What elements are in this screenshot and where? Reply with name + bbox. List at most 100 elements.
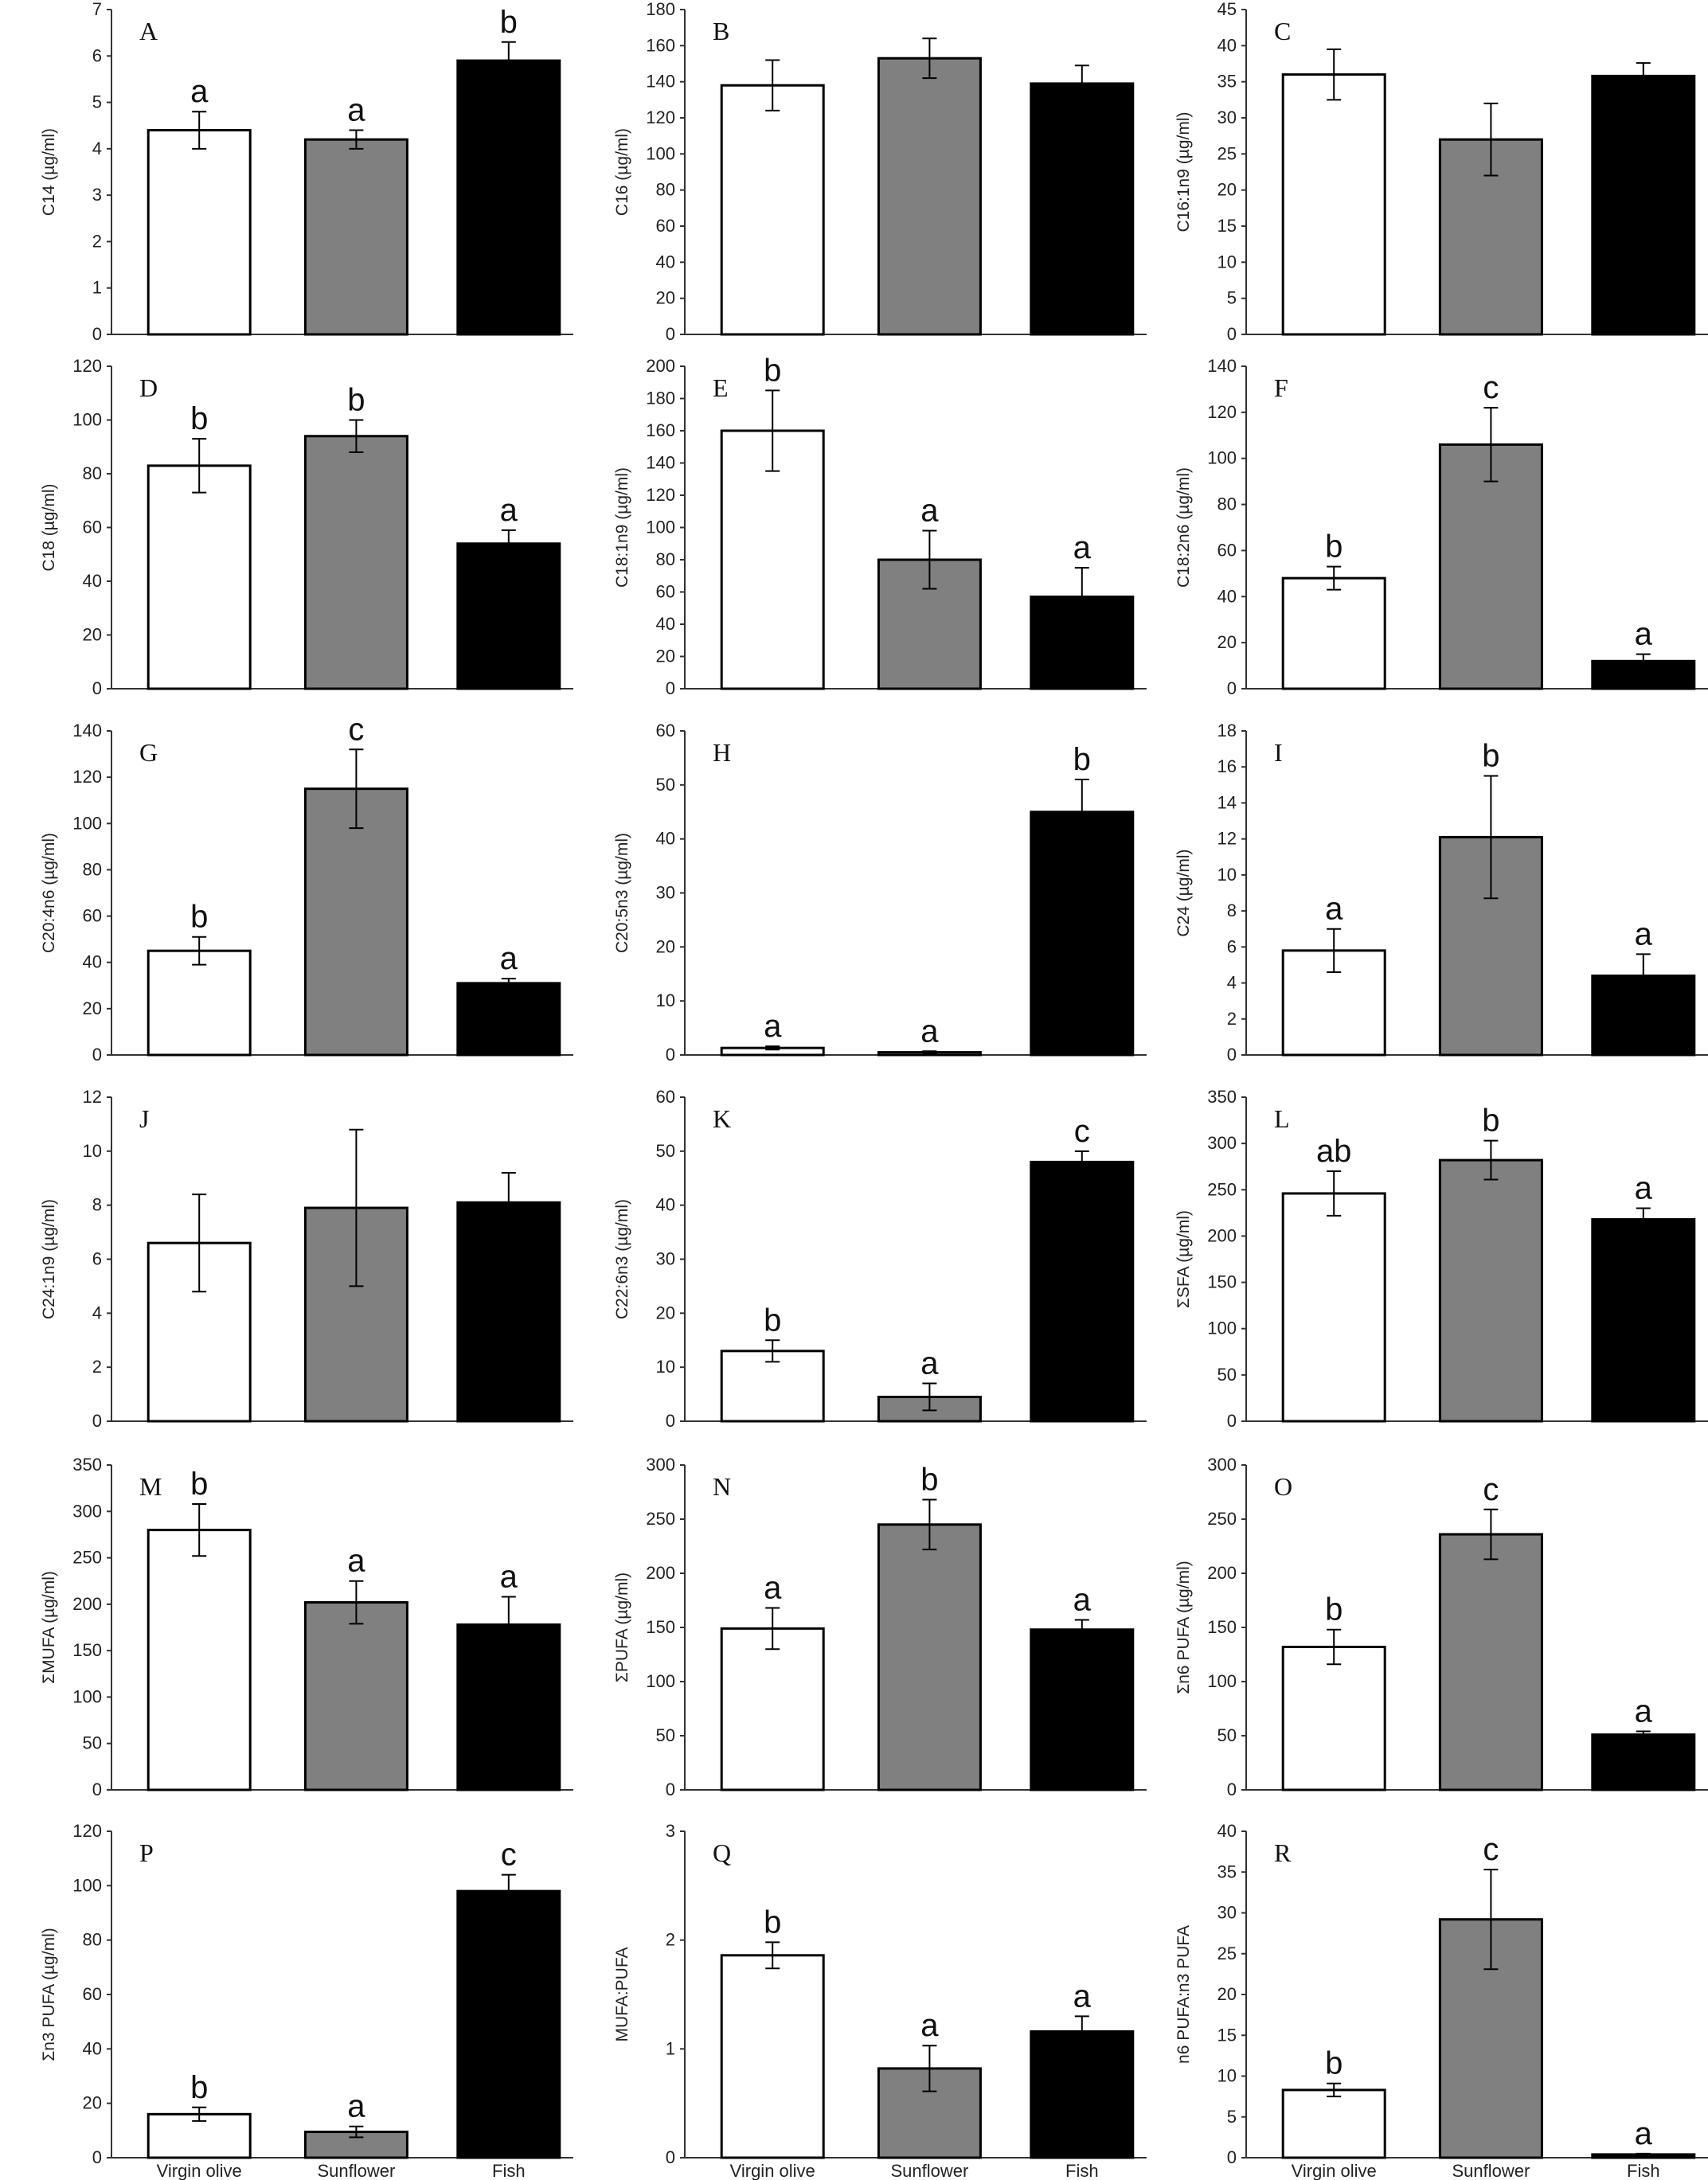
significance-letter: b xyxy=(190,401,208,436)
y-tick-label: 40 xyxy=(1217,35,1237,55)
y-tick-label: 16 xyxy=(1217,756,1237,776)
panel-letter: L xyxy=(1274,1104,1290,1133)
bar xyxy=(1281,73,1386,336)
y-tick-label: 40 xyxy=(83,2038,102,2058)
panel-letter: O xyxy=(1274,1472,1292,1501)
y-tick-label: 2 xyxy=(1227,1009,1237,1029)
significance-letter: b xyxy=(190,1467,208,1502)
y-tick-label: 50 xyxy=(656,1141,675,1161)
significance-letter: a xyxy=(347,1544,365,1579)
y-tick-label: 0 xyxy=(1227,324,1237,344)
y-tick-label: 100 xyxy=(72,1686,102,1706)
significance-letter: c xyxy=(1483,1832,1499,1867)
y-tick-label: 4 xyxy=(92,139,102,158)
bar xyxy=(1591,74,1696,336)
significance-letter: a xyxy=(920,1014,939,1049)
significance-letter: b xyxy=(1325,2046,1343,2081)
y-axis-label: Σn6 PUFA (µg/ml) xyxy=(1174,1561,1193,1694)
bar xyxy=(303,787,408,1057)
panel-h: 0 10 20 30 40 50 60 C20:5n3 (µg/ml) Ha a b xyxy=(613,721,1147,1065)
y-tick-label: 40 xyxy=(83,571,102,591)
bar xyxy=(456,59,561,336)
y-tick-label: 10 xyxy=(656,1357,675,1377)
y-tick-label: 20 xyxy=(1217,1984,1237,2004)
y-tick-label: 100 xyxy=(72,1875,102,1895)
bar xyxy=(303,2131,408,2159)
x-category-label: Fish xyxy=(1065,2161,1099,2180)
significance-letter: c xyxy=(1483,1472,1499,1507)
significance-letter: a xyxy=(920,2008,939,2043)
panel-f: 0 20 40 60 80 100 120 140 C18:2n6 (µg/ml) Fb c a xyxy=(1174,356,1708,698)
bar xyxy=(877,1523,982,1791)
y-tick-label: 60 xyxy=(83,906,102,926)
y-tick-label: 20 xyxy=(83,625,102,645)
bar xyxy=(720,84,825,336)
y-tick-label: 6 xyxy=(92,1249,102,1269)
y-axis-label: C24 (µg/ml) xyxy=(1174,849,1193,936)
y-tick-label: 40 xyxy=(656,1195,675,1215)
y-tick-label: 200 xyxy=(72,1594,102,1614)
y-tick-label: 35 xyxy=(1217,72,1237,92)
y-tick-label: 35 xyxy=(1217,1862,1237,1881)
y-tick-label: 25 xyxy=(1217,143,1237,163)
y-tick-label: 50 xyxy=(83,1733,102,1753)
y-tick-label: 160 xyxy=(646,420,675,440)
y-tick-label: 12 xyxy=(1217,829,1237,849)
bar xyxy=(1030,811,1135,1057)
x-category-label: Virgin olive xyxy=(730,2161,815,2180)
y-tick-label: 45 xyxy=(1217,0,1237,19)
y-tick-label: 40 xyxy=(1217,1821,1237,1841)
significance-letter: a xyxy=(920,1346,939,1381)
significance-letter: c xyxy=(1483,370,1499,405)
bar xyxy=(1438,1533,1543,1791)
y-tick-label: 0 xyxy=(666,1045,675,1065)
significance-letter: c xyxy=(501,1838,517,1873)
y-tick-label: 20 xyxy=(656,288,675,308)
bar xyxy=(1030,2030,1135,2159)
significance-letter: a xyxy=(190,74,209,109)
y-tick-label: 120 xyxy=(646,485,675,505)
y-tick-label: 250 xyxy=(646,1509,675,1529)
y-tick-label: 100 xyxy=(1207,1671,1237,1691)
y-tick-label: 20 xyxy=(656,647,675,666)
significance-letter: b xyxy=(1482,739,1499,774)
bar xyxy=(303,138,408,336)
x-category-label: Sunflower xyxy=(1452,2161,1530,2180)
y-tick-label: 5 xyxy=(1227,288,1237,308)
significance-letter: b xyxy=(920,1463,938,1498)
significance-letter: a xyxy=(1635,1694,1653,1729)
y-tick-label: 100 xyxy=(646,143,675,163)
y-tick-label: 50 xyxy=(656,1725,675,1745)
bar xyxy=(456,542,561,690)
y-axis-label: MUFA:PUFA xyxy=(613,1947,631,2041)
y-tick-label: 0 xyxy=(1227,1780,1237,1799)
y-axis-label: C18:2n6 (µg/ml) xyxy=(1174,467,1193,588)
significance-letter: b xyxy=(500,5,518,40)
significance-letter: a xyxy=(1073,530,1092,565)
significance-letter: b xyxy=(347,383,365,418)
y-tick-label: 0 xyxy=(92,1411,102,1431)
panel-letter: N xyxy=(713,1472,731,1501)
y-tick-label: 0 xyxy=(1227,1411,1237,1431)
y-tick-label: 0 xyxy=(92,324,102,344)
y-axis-label: C22:6n3 (µg/ml) xyxy=(613,1199,631,1319)
y-tick-label: 7 xyxy=(92,0,102,19)
y-tick-label: 15 xyxy=(1217,216,1237,236)
x-category-label: Fish xyxy=(1627,2161,1660,2180)
y-tick-label: 140 xyxy=(646,72,675,92)
y-tick-label: 15 xyxy=(1217,2025,1237,2045)
y-tick-label: 20 xyxy=(83,998,102,1018)
y-axis-label: C14 (µg/ml) xyxy=(40,128,58,216)
significance-letter: a xyxy=(1073,1979,1092,2014)
panel-letter: D xyxy=(139,373,158,402)
y-tick-label: 10 xyxy=(83,1141,102,1161)
panel-p: 0 20 40 60 80 100 120 Σn3 PUFA (µg/ml) Pb Virgin … xyxy=(40,1821,573,2180)
significance-letter: a xyxy=(347,2089,365,2124)
y-tick-label: 20 xyxy=(1217,180,1237,200)
y-tick-label: 100 xyxy=(72,813,102,833)
y-tick-label: 180 xyxy=(646,0,675,19)
y-tick-label: 20 xyxy=(1217,632,1237,652)
significance-letter: b xyxy=(1325,529,1343,565)
panel-e: 0 20 40 60 80 100 120 140 160 180 200 C18:1n9 (µg/m… xyxy=(613,353,1147,698)
y-tick-label: 8 xyxy=(1227,901,1237,920)
